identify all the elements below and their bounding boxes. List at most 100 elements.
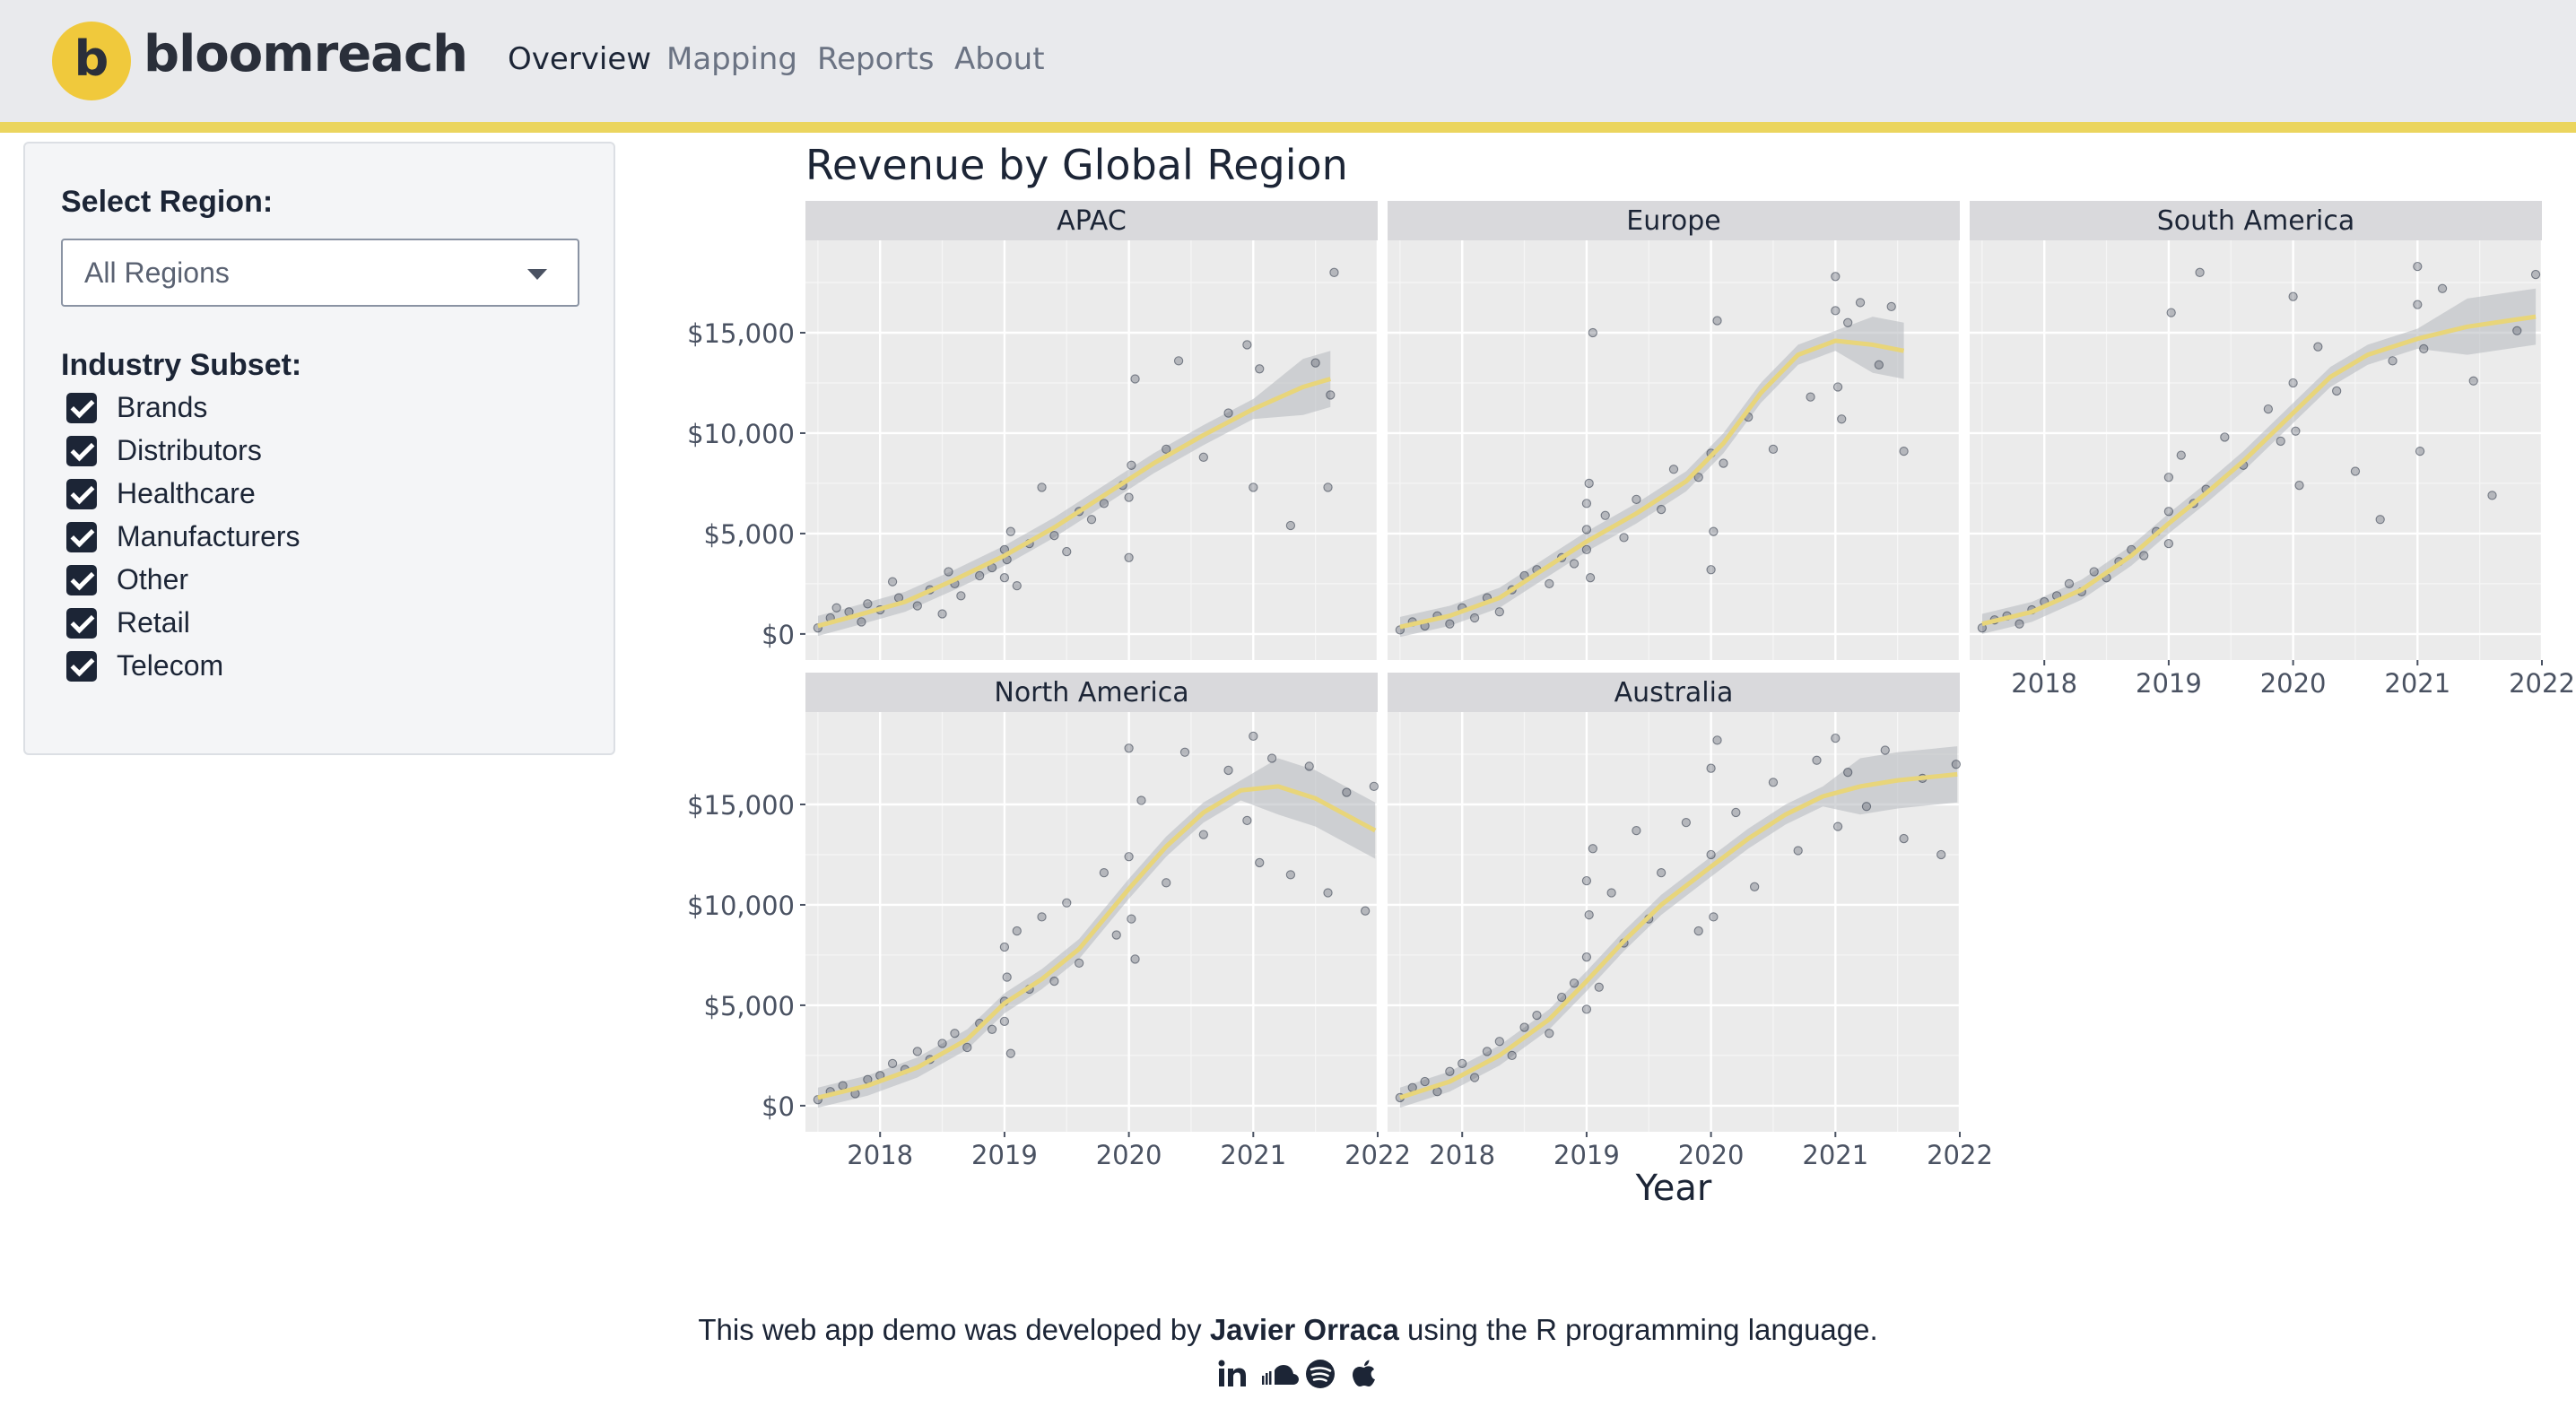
revenue-faceted-chart: Revenue by Global Region APAC $0 $5,000 $10,… (687, 141, 2574, 1209)
footer-author-link[interactable]: Javier Orraca (1209, 1313, 1399, 1346)
data-point (1557, 992, 1567, 1003)
data-point (944, 567, 953, 577)
x-tick-label: 2022 (2509, 668, 2574, 699)
data-point (1012, 580, 1022, 591)
footer-credit: This web app demo was developed by Javie… (0, 1313, 2576, 1347)
data-point (1005, 526, 1015, 536)
facet-label-apac: APAC (1057, 205, 1127, 237)
data-point (1482, 1047, 1493, 1056)
nav-about[interactable]: About (954, 41, 1045, 77)
data-point (1198, 830, 1208, 839)
brand-name[interactable]: bloomreach (144, 25, 468, 83)
checkbox-checked-icon[interactable] (66, 608, 97, 639)
data-point (1585, 573, 1596, 583)
checkbox-checked-icon[interactable] (66, 393, 97, 423)
data-point (1861, 802, 1872, 812)
data-point (887, 577, 898, 587)
data-point (1179, 747, 1190, 757)
facet-label-australia: Australia (1614, 677, 1734, 708)
y-tick-label: $10,000 (687, 891, 795, 921)
data-point (2089, 567, 2099, 577)
data-point (1124, 552, 1134, 562)
data-point (1062, 898, 1072, 908)
data-point (1831, 306, 1841, 316)
data-point (1173, 356, 1184, 366)
nav-reports[interactable]: Reports (817, 41, 935, 77)
soundcloud-icon[interactable] (1260, 1358, 1300, 1390)
nav-overview[interactable]: Overview (508, 41, 652, 77)
data-point (1369, 781, 1379, 792)
y-tick-label: $0 (761, 620, 795, 650)
data-point (999, 573, 1010, 583)
data-point (1099, 867, 1110, 878)
checkbox-checked-icon[interactable] (66, 436, 97, 466)
facet-label-south-america: South America (2157, 205, 2354, 237)
data-point (1706, 565, 1716, 575)
data-point (956, 591, 966, 601)
facet-panel-apac (805, 240, 1378, 660)
data-point (1162, 878, 1171, 888)
data-point (1242, 815, 1252, 826)
data-point (950, 1029, 960, 1039)
data-point (2512, 326, 2522, 335)
data-point (1124, 492, 1134, 502)
x-tick-label: 2019 (1553, 1140, 1620, 1170)
data-point (1223, 408, 1233, 418)
linkedin-icon[interactable] (1216, 1358, 1249, 1390)
data-point (2313, 342, 2323, 352)
x-tick-label: 2018 (847, 1140, 913, 1170)
data-point (987, 1024, 997, 1034)
checkbox-checked-icon[interactable] (66, 565, 97, 595)
checkbox-label: Distributors (117, 434, 262, 466)
footer-text-after: using the R programming language. (1398, 1313, 1878, 1346)
data-point (1545, 578, 1554, 589)
trend-line-south-america (1981, 314, 2537, 627)
data-point (1594, 982, 1604, 992)
data-point (2139, 551, 2149, 561)
data-point (1445, 619, 1455, 629)
data-point (1323, 482, 1333, 492)
data-point (999, 942, 1010, 952)
data-point (1074, 958, 1084, 969)
data-point (1837, 414, 1847, 424)
trend-line-europe (1399, 338, 1905, 630)
spotify-icon[interactable] (1304, 1358, 1336, 1390)
data-point (962, 1042, 972, 1053)
bloomreach-logo-icon[interactable]: b (52, 22, 131, 100)
data-point (1588, 844, 1597, 854)
data-point (1899, 833, 1909, 844)
data-point (1458, 1058, 1467, 1069)
checkbox-checked-icon[interactable] (66, 522, 97, 552)
data-point (2468, 376, 2478, 386)
data-point (1223, 765, 1233, 776)
region-select[interactable]: All Regions (61, 239, 579, 307)
nav-mapping[interactable]: Mapping (666, 41, 797, 77)
data-point (1162, 444, 1171, 455)
data-point (1124, 743, 1134, 753)
x-tick-label: 2018 (1429, 1140, 1495, 1170)
apple-icon[interactable] (1348, 1358, 1380, 1390)
facet-strip-australia (1388, 673, 1960, 712)
data-point (937, 1039, 947, 1048)
checkbox-label: Healthcare (117, 477, 256, 509)
data-point (1127, 914, 1136, 924)
data-point (2413, 300, 2423, 309)
data-point (1111, 930, 1121, 940)
data-point (1709, 526, 1719, 536)
x-tick-label: 2020 (2260, 668, 2327, 699)
checkbox-label: Brands (117, 391, 208, 423)
checkbox-checked-icon[interactable] (66, 479, 97, 509)
confidence-band-north-america (817, 758, 1376, 1108)
data-point (1519, 1022, 1529, 1032)
data-point (1768, 444, 1779, 455)
data-point (2487, 491, 2497, 500)
data-point (1310, 358, 1320, 368)
data-point (1285, 870, 1296, 880)
data-point (1768, 778, 1779, 787)
data-point (1880, 745, 1890, 755)
data-point (1062, 546, 1072, 557)
data-point (1342, 787, 1352, 797)
checkbox-checked-icon[interactable] (66, 651, 97, 682)
data-point (1532, 1010, 1542, 1021)
data-point (1731, 807, 1741, 818)
